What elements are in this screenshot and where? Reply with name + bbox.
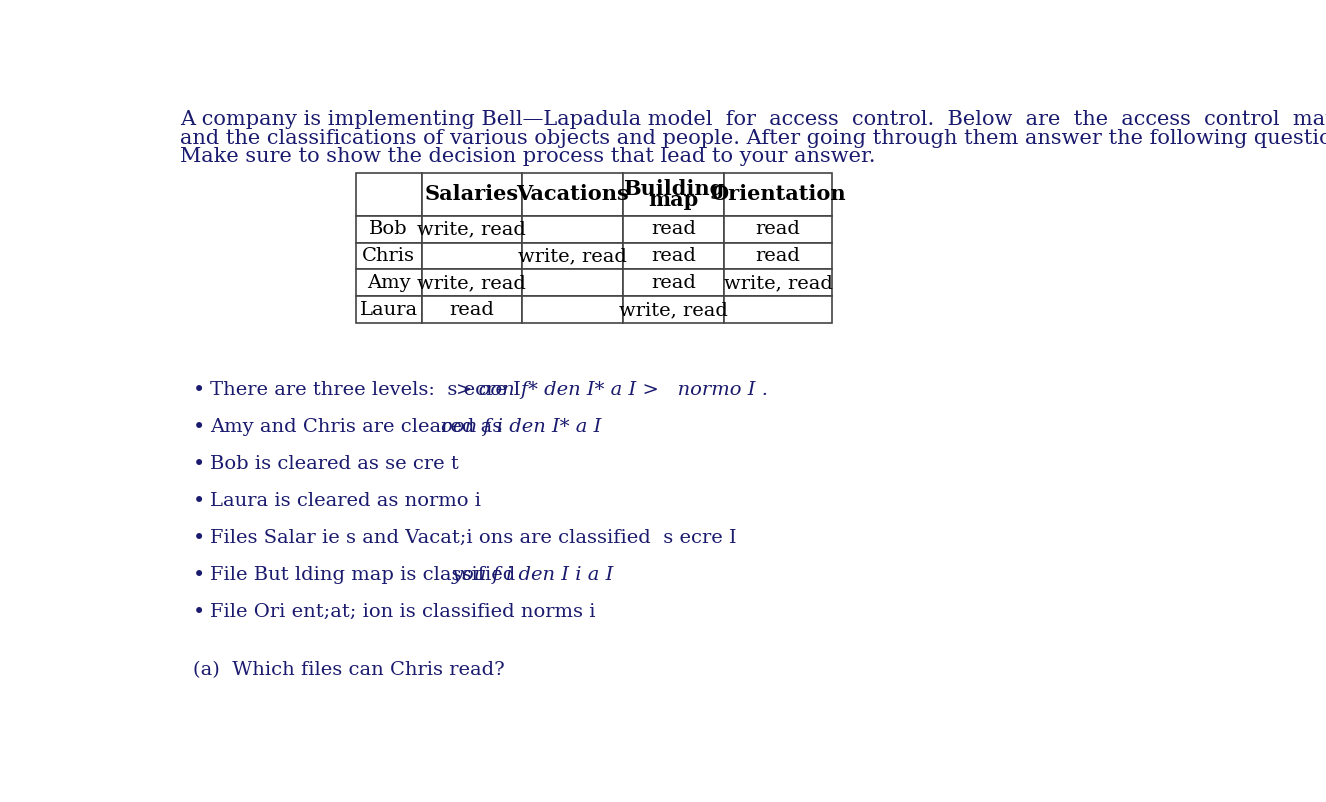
Text: write, read: write, read	[418, 220, 526, 238]
Text: read: read	[651, 220, 696, 238]
Bar	[724, 297, 833, 323]
Text: •: •	[192, 492, 206, 511]
Bar	[623, 269, 724, 297]
Text: read: read	[756, 247, 801, 265]
Text: •: •	[192, 566, 206, 585]
Text: write, read: write, read	[724, 274, 833, 292]
Bar	[724, 242, 833, 269]
Text: File Ori ent;at; ion is classified norms i: File Ori ent;at; ion is classified norms…	[210, 603, 595, 621]
Text: Building: Building	[623, 179, 724, 199]
Text: (a)  Which files can Chris read?: (a) Which files can Chris read?	[192, 662, 505, 679]
Text: •: •	[192, 418, 206, 437]
Bar	[422, 269, 522, 297]
Bar	[522, 173, 623, 216]
Bar	[355, 173, 422, 216]
Text: Bob is cleared as se cre t: Bob is cleared as se cre t	[210, 455, 459, 473]
Text: Chris: Chris	[362, 247, 415, 265]
Text: oon f i den I* a I: oon f i den I* a I	[442, 418, 602, 436]
Text: •: •	[192, 603, 206, 622]
Text: File But lding map is classified: File But lding map is classified	[210, 566, 521, 584]
Bar	[522, 216, 623, 242]
Bar	[355, 269, 422, 297]
Text: Files Salar ie s and Vacat;i ons are classified  s ecre I: Files Salar ie s and Vacat;i ons are cla…	[210, 529, 736, 547]
Text: Laura is cleared as normo i: Laura is cleared as normo i	[210, 492, 481, 510]
Text: write, read: write, read	[518, 247, 627, 265]
Text: you f i den I i a I: you f i den I i a I	[451, 566, 614, 584]
Text: read: read	[450, 301, 495, 319]
Bar	[422, 216, 522, 242]
Bar	[724, 269, 833, 297]
Bar	[623, 242, 724, 269]
Bar	[355, 297, 422, 323]
Text: •: •	[192, 529, 206, 548]
Bar	[422, 173, 522, 216]
Text: Bob: Bob	[369, 220, 408, 238]
Text: Make sure to show the decision process that lead to your answer.: Make sure to show the decision process t…	[180, 147, 875, 166]
Text: map: map	[648, 190, 699, 210]
Bar	[724, 173, 833, 216]
Text: A company is implementing Bell—Lapadula model  for  access  control.  Below  are: A company is implementing Bell—Lapadula …	[180, 110, 1326, 129]
Bar	[623, 173, 724, 216]
Text: > oon f* den I* a I >   normo I .: > oon f* den I* a I > normo I .	[456, 381, 768, 399]
Text: read: read	[651, 247, 696, 265]
Text: read: read	[651, 274, 696, 292]
Bar	[623, 297, 724, 323]
Text: There are three levels:  s ecre I: There are three levels: s ecre I	[210, 381, 526, 399]
Bar	[422, 297, 522, 323]
Text: and the classifications of various objects and people. After going through them : and the classifications of various objec…	[180, 128, 1326, 148]
Text: write, read: write, read	[619, 301, 728, 319]
Text: Salaries: Salaries	[424, 184, 518, 205]
Text: write, read: write, read	[418, 274, 526, 292]
Text: •: •	[192, 455, 206, 474]
Bar	[355, 216, 422, 242]
Bar	[522, 269, 623, 297]
Bar	[422, 242, 522, 269]
Text: read: read	[756, 220, 801, 238]
Text: •: •	[192, 381, 206, 400]
Bar	[724, 216, 833, 242]
Bar	[623, 216, 724, 242]
Text: Amy: Amy	[367, 274, 410, 292]
Text: Laura: Laura	[359, 301, 418, 319]
Text: Vacations: Vacations	[516, 184, 629, 205]
Bar	[522, 297, 623, 323]
Bar	[522, 242, 623, 269]
Bar	[355, 242, 422, 269]
Text: Orientation: Orientation	[711, 184, 846, 205]
Text: Amy and Chris are cleared as: Amy and Chris are cleared as	[210, 418, 508, 436]
